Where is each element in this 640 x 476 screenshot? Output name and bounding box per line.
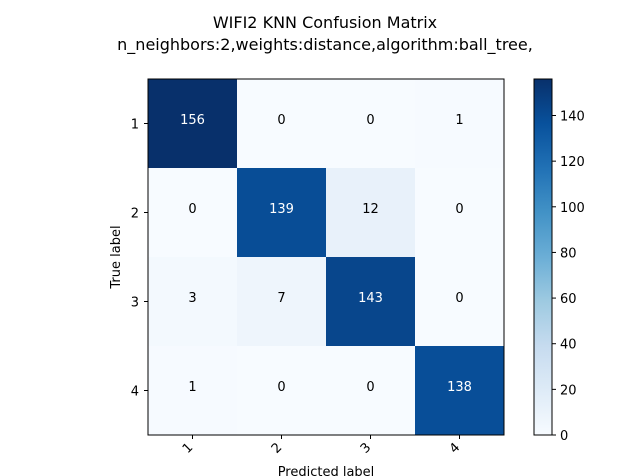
colorbar-tick-label: 80: [560, 246, 577, 261]
x-axis-ticks: 1 2 3 4: [180, 435, 463, 457]
heatmap-cell: [237, 257, 327, 347]
cell-value-label: 139: [269, 202, 294, 217]
y-tick-label: 4: [131, 385, 139, 400]
colorbar-tick-label: 0: [560, 429, 568, 444]
cell-value-label: 0: [366, 380, 374, 395]
x-tick-label: 3: [358, 440, 374, 456]
y-axis-label: True label: [109, 225, 124, 289]
y-tick-label: 3: [131, 296, 139, 311]
cell-value-label: 0: [277, 380, 285, 395]
heatmap-cell: [326, 346, 416, 436]
cell-value-label: 0: [277, 113, 285, 128]
x-tick-label: 1: [180, 440, 196, 456]
cell-value-label: 0: [366, 113, 374, 128]
colorbar-tick-label: 40: [560, 338, 577, 353]
heatmap-cell: [148, 346, 238, 436]
cell-value-label: 138: [447, 380, 472, 395]
heatmap-cell: [326, 168, 416, 258]
colorbar-tick-label: 60: [560, 292, 577, 307]
heatmap-cell: [237, 79, 327, 169]
cell-value-label: 1: [455, 113, 463, 128]
cell-value-label: 7: [277, 291, 285, 306]
y-tick-label: 1: [131, 118, 139, 133]
heatmap-cells: [148, 79, 505, 436]
y-axis-ticks: 1 2 3 4: [131, 118, 148, 400]
colorbar-tick-label: 120: [560, 155, 585, 170]
colorbar-tick-label: 140: [560, 110, 585, 125]
heatmap-cell: [415, 257, 505, 347]
heatmap-cell: [415, 346, 505, 436]
colorbar: [533, 78, 553, 436]
cell-value-label: 0: [188, 202, 196, 217]
chart-subtitle: n_neighbors:2,weights:distance,algorithm…: [117, 35, 533, 55]
cell-value-label: 0: [455, 291, 463, 306]
colorbar-tick-label: 20: [560, 383, 577, 398]
heatmap-cell: [237, 346, 327, 436]
y-tick-label: 2: [131, 207, 139, 222]
heatmap-cell: [326, 79, 416, 169]
cell-value-label: 143: [358, 291, 383, 306]
cell-value-label: 1: [188, 380, 196, 395]
cell-value-label: 156: [180, 113, 205, 128]
heatmap-cell: [326, 257, 416, 347]
heatmap-cell: [148, 168, 238, 258]
chart-title: WIFI2 KNN Confusion Matrix: [213, 13, 437, 32]
heatmap-cell: [148, 79, 238, 169]
cell-value-label: 0: [455, 202, 463, 217]
x-axis-label: Predicted label: [278, 465, 375, 476]
heatmap-cell: [237, 168, 327, 258]
cell-value-label: 12: [362, 202, 379, 217]
colorbar-ticks: 0 20 40 60 80 100 120 140: [552, 110, 585, 444]
x-tick-label: 4: [447, 440, 463, 456]
heatmap-cell: [148, 257, 238, 347]
cell-value-label: 3: [188, 291, 196, 306]
heatmap-cell: [415, 168, 505, 258]
plot-frame: [147, 78, 505, 436]
x-tick-label: 2: [269, 440, 285, 456]
heatmap-value-labels: 156 0 0 1 0 139 12 0 3 7 143 0 1 0 0 138: [180, 113, 472, 395]
heatmap-cell: [415, 79, 505, 169]
colorbar-tick-label: 100: [560, 201, 585, 216]
